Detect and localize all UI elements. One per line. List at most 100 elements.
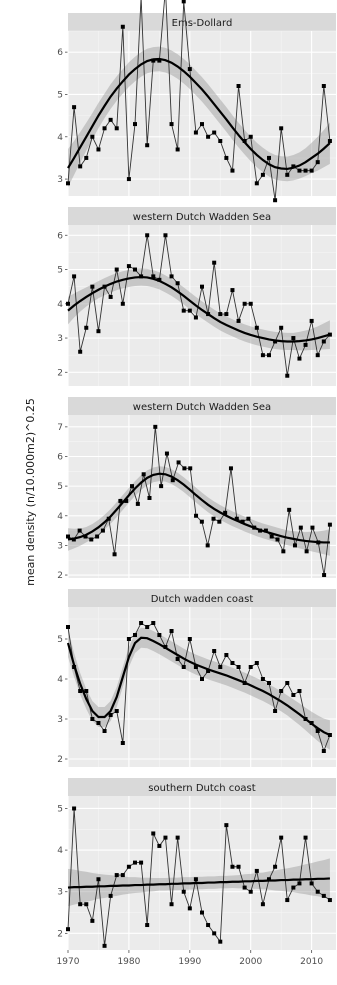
x-axis: 1970 1980 1990 2000 2010 — [57, 950, 323, 967]
data-point — [187, 906, 192, 911]
data-point — [303, 168, 308, 173]
data-point — [254, 181, 259, 186]
data-point — [287, 507, 292, 512]
data-point — [139, 621, 144, 625]
smoothed-trend-line — [67, 472, 330, 544]
data-point — [298, 525, 303, 530]
facet-strip-label: Ems-Dollard — [172, 18, 233, 29]
data-point — [151, 274, 156, 279]
data-point — [285, 373, 290, 378]
data-point — [84, 155, 89, 160]
data-point — [321, 84, 326, 88]
data-point — [291, 336, 296, 341]
data-point — [108, 294, 113, 299]
data-point — [157, 58, 162, 63]
x-tick-label: 1970 — [57, 957, 80, 967]
data-point — [130, 484, 135, 489]
data-point — [153, 424, 158, 429]
confidence-ribbon — [68, 46, 330, 188]
data-point — [200, 122, 204, 127]
panels-group: Ems-Dollard 3 4 5 6 western Dutch Wadden Sea 2… — [57, 0, 336, 950]
data-point — [327, 898, 332, 903]
data-point — [310, 525, 315, 530]
y-tick-label: 4 — [57, 300, 63, 310]
data-point — [157, 843, 162, 848]
data-point — [106, 516, 111, 521]
data-point — [304, 549, 309, 554]
data-point — [218, 939, 223, 944]
data-point — [102, 126, 107, 131]
data-point — [322, 573, 327, 578]
data-point — [230, 288, 235, 293]
observed-series-line — [67, 235, 331, 376]
data-point — [260, 172, 265, 177]
data-point — [234, 516, 239, 521]
data-point — [260, 677, 265, 681]
data-point — [200, 284, 204, 289]
panel-4: Dutch wadden coast 2 3 4 5 — [57, 589, 336, 767]
data-point — [84, 689, 89, 693]
y-tick-label: 5 — [57, 90, 63, 100]
data-point — [285, 172, 290, 177]
data-point — [126, 177, 131, 182]
x-tick-label: 1980 — [117, 957, 140, 967]
data-point — [267, 681, 271, 685]
data-point — [254, 661, 259, 665]
data-point — [297, 689, 302, 693]
data-point — [78, 164, 83, 169]
data-point — [151, 58, 156, 63]
data-point — [303, 717, 308, 721]
data-point — [315, 889, 320, 894]
data-point — [230, 661, 235, 665]
panel-1: Ems-Dollard 3 4 5 6 — [57, 0, 336, 203]
data-point — [71, 537, 76, 542]
data-point — [102, 729, 107, 733]
data-point — [188, 466, 193, 471]
data-point — [316, 540, 321, 545]
y-tick-label: 2 — [57, 368, 63, 378]
facet-strip — [68, 207, 336, 225]
data-point — [212, 130, 217, 135]
data-point — [114, 126, 119, 131]
data-point — [248, 889, 253, 894]
data-point — [72, 105, 77, 110]
data-point — [157, 633, 162, 637]
data-point — [193, 877, 198, 882]
data-point — [145, 143, 150, 148]
data-point — [90, 717, 95, 721]
data-point — [212, 931, 217, 936]
data-point — [151, 831, 156, 836]
data-point — [102, 943, 107, 948]
data-point — [66, 301, 70, 306]
data-point — [120, 741, 125, 745]
data-point — [96, 329, 101, 334]
y-tick-label: 2 — [57, 755, 63, 765]
data-point — [90, 918, 95, 923]
data-point — [108, 893, 113, 898]
data-point — [72, 274, 77, 279]
data-point — [218, 665, 223, 669]
data-point — [267, 353, 271, 358]
facet-strip — [68, 397, 336, 415]
data-point — [135, 501, 140, 506]
y-tick-label: 5 — [57, 266, 63, 276]
facet-strip — [68, 13, 336, 31]
data-point — [194, 513, 199, 518]
data-point — [164, 451, 169, 456]
data-point — [212, 260, 217, 265]
data-point — [145, 625, 150, 629]
y-tick-label: 6 — [57, 48, 63, 58]
data-point — [176, 460, 181, 465]
data-point — [279, 126, 284, 131]
data-point — [145, 233, 150, 238]
data-point — [206, 923, 211, 928]
data-point — [327, 139, 332, 143]
data-point — [321, 749, 326, 753]
data-point — [267, 155, 271, 160]
panel-2: western Dutch Wadden Sea 2 3 4 5 6 — [57, 207, 336, 386]
data-point — [72, 806, 77, 811]
data-point — [291, 885, 296, 890]
facet-strip-label: Dutch wadden coast — [151, 594, 254, 605]
y-tick-label: 3 — [57, 541, 63, 551]
y-tick-label: 7 — [57, 423, 63, 433]
